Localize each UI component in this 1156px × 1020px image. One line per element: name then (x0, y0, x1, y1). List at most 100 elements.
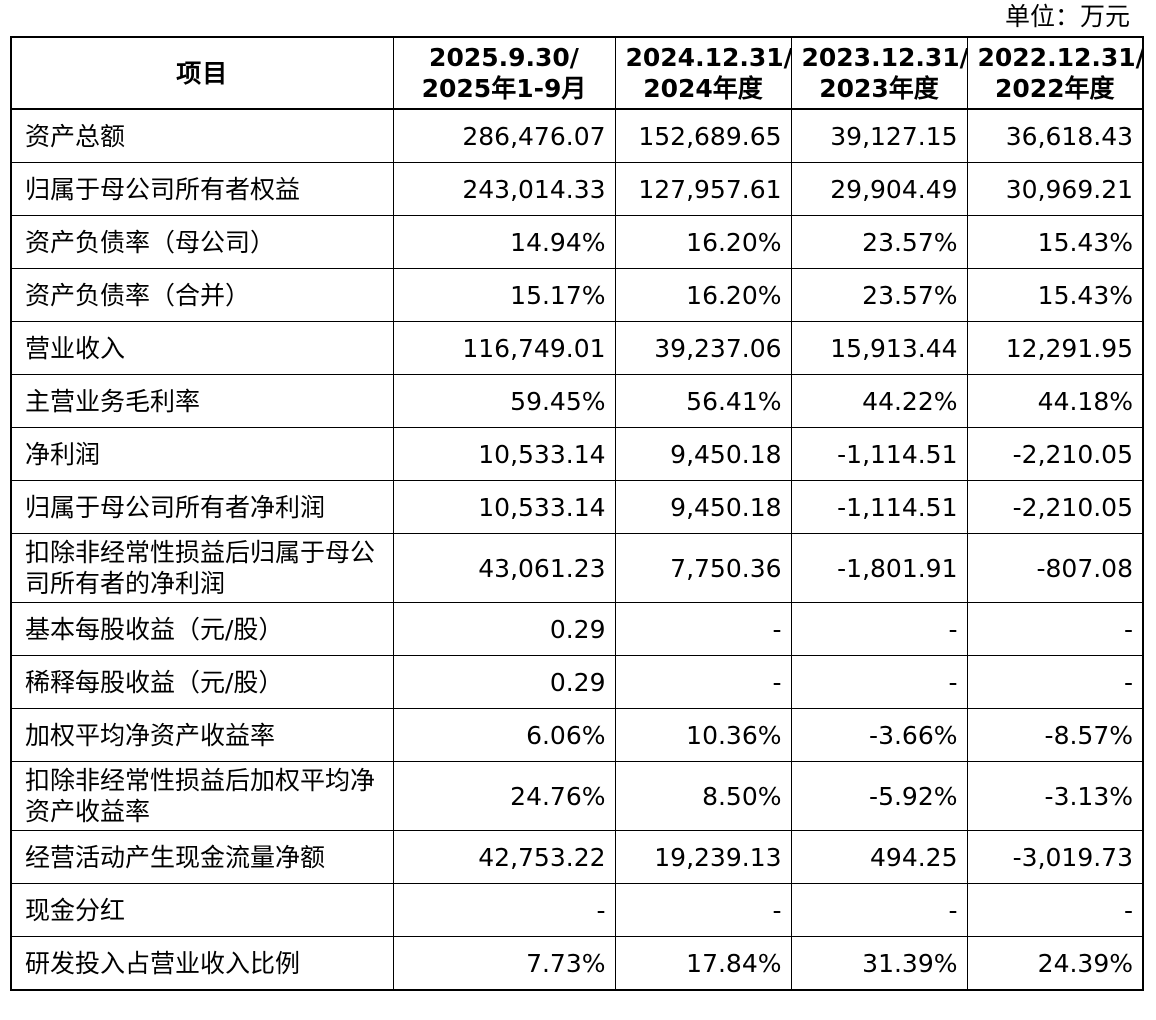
column-header-2024-line1: 2024.12.31/ (625, 43, 791, 72)
row-label: 净利润 (10, 427, 394, 481)
cell-value: 15.43% (966, 215, 1144, 269)
cell-value: 39,237.06 (614, 321, 792, 375)
cell-value: 127,957.61 (614, 162, 792, 216)
table-row: 研发投入占营业收入比例 7.73% 17.84% 31.39% 24.39% (10, 936, 1144, 991)
table-row: 资产负债率（合并） 15.17% 16.20% 23.57% 15.43% (10, 268, 1144, 322)
cell-value: -5.92% (790, 761, 968, 831)
table-row: 资产总额 286,476.07 152,689.65 39,127.15 36,… (10, 108, 1144, 163)
row-label: 现金分红 (10, 883, 394, 937)
cell-value: 23.57% (790, 268, 968, 322)
column-header-item-label: 项目 (176, 58, 229, 88)
cell-value: -1,801.91 (790, 533, 968, 603)
cell-value: -807.08 (966, 533, 1144, 603)
row-label: 研发投入占营业收入比例 (10, 936, 394, 991)
cell-value: 15.43% (966, 268, 1144, 322)
cell-value: 24.76% (392, 761, 616, 831)
cell-value: - (966, 602, 1144, 656)
cell-value: 29,904.49 (790, 162, 968, 216)
cell-value: 16.20% (614, 215, 792, 269)
row-label: 主营业务毛利率 (10, 374, 394, 428)
table-row: 经营活动产生现金流量净额 42,753.22 19,239.13 494.25 … (10, 830, 1144, 884)
cell-value: 30,969.21 (966, 162, 1144, 216)
cell-value: 10,533.14 (392, 427, 616, 481)
column-header-2022: 2022.12.31/2022年度 (966, 36, 1144, 110)
column-header-2025-line2: 2025年1-9月 (421, 74, 587, 103)
cell-value: 0.29 (392, 655, 616, 709)
row-label: 扣除非经常性损益后加权平均净资产收益率 (10, 761, 394, 831)
cell-value: 6.06% (392, 708, 616, 762)
cell-value: - (614, 602, 792, 656)
row-label: 扣除非经常性损益后归属于母公司所有者的净利润 (10, 533, 394, 603)
cell-value: 7,750.36 (614, 533, 792, 603)
cell-value: 19,239.13 (614, 830, 792, 884)
cell-value: - (614, 655, 792, 709)
financial-summary-table: 项目 2025.9.30/2025年1-9月 2024.12.31/2024年度… (10, 36, 1144, 991)
cell-value: - (392, 883, 616, 937)
cell-value: -2,210.05 (966, 427, 1144, 481)
cell-value: 15,913.44 (790, 321, 968, 375)
column-header-2023: 2023.12.31/2023年度 (790, 36, 968, 110)
cell-value: - (614, 883, 792, 937)
cell-value: - (790, 883, 968, 937)
cell-value: -3.13% (966, 761, 1144, 831)
table-row: 加权平均净资产收益率 6.06% 10.36% -3.66% -8.57% (10, 708, 1144, 762)
table-row: 稀释每股收益（元/股） 0.29 - - - (10, 655, 1144, 709)
column-header-2022-line1: 2022.12.31/ (977, 43, 1143, 72)
cell-value: 8.50% (614, 761, 792, 831)
cell-value: 152,689.65 (614, 108, 792, 163)
row-label: 营业收入 (10, 321, 394, 375)
column-header-2024-line2: 2024年度 (643, 74, 763, 103)
table-row: 资产负债率（母公司） 14.94% 16.20% 23.57% 15.43% (10, 215, 1144, 269)
table-row: 营业收入 116,749.01 39,237.06 15,913.44 12,2… (10, 321, 1144, 375)
table-row: 扣除非经常性损益后加权平均净资产收益率 24.76% 8.50% -5.92% … (10, 761, 1144, 831)
table-row: 基本每股收益（元/股） 0.29 - - - (10, 602, 1144, 656)
cell-value: 0.29 (392, 602, 616, 656)
cell-value: 14.94% (392, 215, 616, 269)
cell-value: 44.22% (790, 374, 968, 428)
cell-value: -1,114.51 (790, 427, 968, 481)
cell-value: 494.25 (790, 830, 968, 884)
table-header-row: 项目 2025.9.30/2025年1-9月 2024.12.31/2024年度… (10, 36, 1144, 110)
cell-value: -2,210.05 (966, 480, 1144, 534)
cell-value: -3.66% (790, 708, 968, 762)
cell-value: 10,533.14 (392, 480, 616, 534)
table-row: 现金分红 - - - - (10, 883, 1144, 937)
cell-value: -8.57% (966, 708, 1144, 762)
cell-value: 17.84% (614, 936, 792, 991)
table-row: 归属于母公司所有者净利润 10,533.14 9,450.18 -1,114.5… (10, 480, 1144, 534)
table-row: 扣除非经常性损益后归属于母公司所有者的净利润 43,061.23 7,750.3… (10, 533, 1144, 603)
column-header-2023-line1: 2023.12.31/ (801, 43, 967, 72)
row-label: 资产负债率（合并） (10, 268, 394, 322)
cell-value: 56.41% (614, 374, 792, 428)
column-header-2025: 2025.9.30/2025年1-9月 (392, 36, 616, 110)
column-header-item: 项目 (10, 36, 394, 110)
table-row: 归属于母公司所有者权益 243,014.33 127,957.61 29,904… (10, 162, 1144, 216)
unit-label: 单位：万元 (1004, 2, 1130, 31)
row-label: 加权平均净资产收益率 (10, 708, 394, 762)
cell-value: 10.36% (614, 708, 792, 762)
row-label: 资产总额 (10, 108, 394, 163)
row-label: 归属于母公司所有者权益 (10, 162, 394, 216)
cell-value: 59.45% (392, 374, 616, 428)
cell-value: 24.39% (966, 936, 1144, 991)
cell-value: 243,014.33 (392, 162, 616, 216)
cell-value: - (966, 655, 1144, 709)
cell-value: - (790, 602, 968, 656)
table-row: 主营业务毛利率 59.45% 56.41% 44.22% 44.18% (10, 374, 1144, 428)
column-header-2024: 2024.12.31/2024年度 (614, 36, 792, 110)
cell-value: 9,450.18 (614, 427, 792, 481)
column-header-2023-line2: 2023年度 (819, 74, 939, 103)
cell-value: - (790, 655, 968, 709)
cell-value: 42,753.22 (392, 830, 616, 884)
cell-value: 286,476.07 (392, 108, 616, 163)
cell-value: 36,618.43 (966, 108, 1144, 163)
row-label: 稀释每股收益（元/股） (10, 655, 394, 709)
cell-value: 44.18% (966, 374, 1144, 428)
cell-value: 15.17% (392, 268, 616, 322)
table-row: 净利润 10,533.14 9,450.18 -1,114.51 -2,210.… (10, 427, 1144, 481)
cell-value: 31.39% (790, 936, 968, 991)
row-label: 基本每股收益（元/股） (10, 602, 394, 656)
cell-value: - (966, 883, 1144, 937)
cell-value: 39,127.15 (790, 108, 968, 163)
row-label: 资产负债率（母公司） (10, 215, 394, 269)
